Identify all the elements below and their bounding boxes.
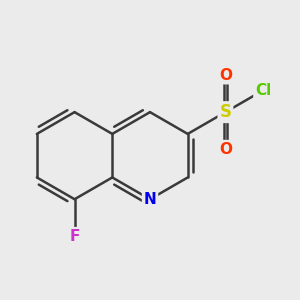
Text: N: N <box>144 192 156 207</box>
Text: O: O <box>219 142 232 157</box>
Text: Cl: Cl <box>255 83 271 98</box>
Text: S: S <box>219 103 231 121</box>
Text: O: O <box>219 68 232 82</box>
Text: F: F <box>69 229 80 244</box>
